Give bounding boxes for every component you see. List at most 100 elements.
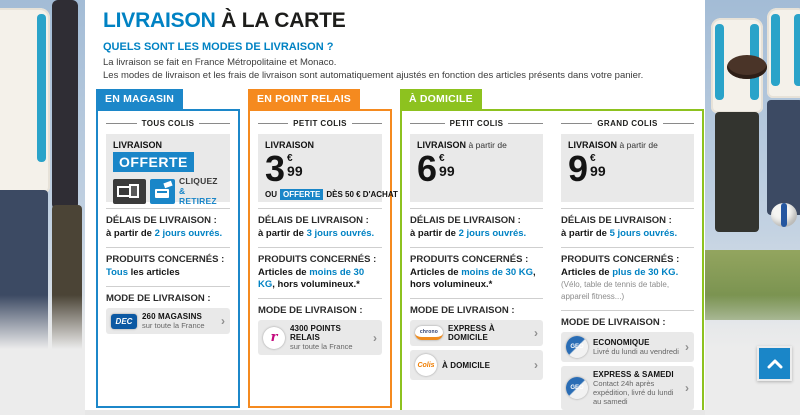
page-title-rest: À LA CARTE — [215, 9, 346, 32]
produits-value: Articles de plus de 30 KG. (Vélo, table … — [561, 267, 679, 301]
chevron-right-icon: › — [221, 314, 225, 328]
free-delivery-badge: OFFERTE — [280, 189, 324, 200]
produits-label: PRODUITS CONCERNÉS : — [106, 254, 225, 265]
card-subheader: PETIT COLIS — [410, 119, 543, 128]
card-petit-colis-relais: PETIT COLIS LIVRAISON 3 €99 OU OFFER — [250, 111, 398, 363]
mode-label: MODE DE LIVRAISON : — [410, 305, 515, 316]
produits-section: PRODUITS CONCERNÉS : Articles de moins d… — [410, 247, 543, 298]
delais-section: DÉLAIS DE LIVRAISON : à partir de 2 jour… — [106, 208, 230, 247]
price-label: LIVRAISON à partir de — [417, 140, 507, 150]
mode-row-text: EXPRESS À DOMICILE — [448, 324, 495, 342]
mode-section: MODE DE LIVRAISON : GEO ECONOMIQUE Livré… — [561, 310, 694, 415]
produits-value: Tous les articles — [106, 267, 180, 278]
chevron-up-icon — [767, 359, 782, 368]
price-label: LIVRAISON à partir de — [568, 140, 658, 150]
delais-value: à partir de 3 jours ouvrés. — [258, 228, 375, 239]
currency-symbol: € — [590, 153, 596, 164]
price-block: LIVRAISON 3 €99 OU OFFERTE DÈS 50 € D'AC… — [258, 134, 398, 202]
divider-line — [351, 123, 382, 124]
mode-row-text: 260 MAGASINS sur toute la France — [142, 312, 205, 330]
colissimo-logo: Colis — [415, 354, 437, 376]
background-photo-left — [0, 0, 85, 415]
card-subheader-label: PETIT COLIS — [293, 119, 347, 128]
photo-fade — [0, 295, 85, 415]
delais-value: à partir de 2 jours ouvrés. — [410, 228, 527, 239]
intro-line-2: Les modes de livraison et les frais de l… — [103, 69, 644, 81]
geodis-logo: GEO — [566, 336, 588, 358]
person-figure — [767, 8, 800, 98]
mode-label: MODE DE LIVRAISON : — [106, 293, 211, 304]
price: 3 €99 — [265, 148, 303, 189]
produits-label: PRODUITS CONCERNÉS : — [410, 254, 529, 265]
price-label: LIVRAISON — [113, 140, 163, 150]
card-subheader: TOUS COLIS — [106, 119, 230, 128]
click-and-collect-logo: CLIQUEZ & RETIREZ — [113, 176, 223, 206]
bottom-strip — [85, 410, 705, 415]
mode-row-text: À DOMICILE — [442, 360, 491, 370]
background-photo-right — [705, 0, 800, 415]
person-figure — [52, 0, 78, 210]
page-title-highlight: LIVRAISON — [103, 9, 216, 32]
produits-value: Articles de moins de 30 KG, hors volumin… — [410, 267, 536, 290]
delivery-mode-magasins[interactable]: DEC 260 MAGASINS sur toute la France › — [106, 308, 230, 334]
divider-line — [199, 123, 230, 124]
price-block: LIVRAISON à partir de 6 €99 — [410, 134, 543, 202]
chevron-right-icon: › — [534, 358, 538, 372]
delivery-groups: EN MAGASIN TOUS COLIS LIVRAISON OFFERTE — [96, 89, 704, 415]
mode-row-text: ECONOMIQUE Livré du lundi au vendredi — [593, 338, 679, 356]
group-a-domicile: À DOMICILE PETIT COLIS LIVRAISON à parti… — [400, 89, 704, 415]
card-subheader-label: PETIT COLIS — [449, 119, 504, 128]
delais-label: DÉLAIS DE LIVRAISON : — [410, 215, 521, 226]
tab-a-domicile: À DOMICILE — [400, 89, 482, 109]
currency-symbol: € — [287, 153, 293, 164]
intro-text: La livraison se fait en France Métropoli… — [103, 57, 643, 82]
click-collect-icon — [150, 178, 175, 204]
page-title: LIVRAISON À LA CARTE — [103, 9, 346, 33]
price: 6 €99 — [417, 148, 455, 189]
person-figure — [0, 8, 50, 193]
free-delivery-badge: OFFERTE — [113, 152, 194, 172]
tab-en-magasin: EN MAGASIN — [96, 89, 184, 109]
delais-section: DÉLAIS DE LIVRAISON : à partir de 3 jour… — [258, 208, 382, 247]
content-area: LIVRAISON À LA CARTE QUELS SONT LES MODE… — [85, 0, 705, 415]
mode-section: MODE DE LIVRAISON : r 4300 POINTS RELAIS… — [258, 298, 382, 359]
mode-label: MODE DE LIVRAISON : — [561, 317, 666, 328]
price-block: LIVRAISON OFFERTE CLIQUEZ & RETIREZ — [106, 134, 230, 206]
produits-label: PRODUITS CONCERNÉS : — [561, 254, 680, 265]
person-figure — [715, 112, 759, 232]
delais-section: DÉLAIS DE LIVRAISON : à partir de 2 jour… — [410, 208, 543, 247]
mode-section: MODE DE LIVRAISON : DEC 260 MAGASINS sur… — [106, 286, 230, 338]
mode-label: MODE DE LIVRAISON : — [258, 305, 363, 316]
chronopost-logo: chrono — [415, 326, 443, 340]
intro-line-1: La livraison se fait en France Métropoli… — [103, 57, 337, 68]
decathlon-logo: DEC — [111, 313, 137, 329]
relais-colis-logo: r — [263, 326, 285, 349]
delivery-mode-express-samedi[interactable]: GEO EXPRESS & SAMEDI Contact 24h après e… — [561, 366, 694, 410]
box-en-magasin: TOUS COLIS LIVRAISON OFFERTE CLIQUEZ — [96, 109, 240, 408]
screens-icon — [113, 178, 146, 204]
box-en-point-relais: PETIT COLIS LIVRAISON 3 €99 OU OFFER — [248, 109, 398, 408]
delivery-mode-domicile[interactable]: Colis À DOMICILE › — [410, 350, 543, 380]
mode-row-text: 4300 POINTS RELAIS sur toute la France — [290, 324, 353, 351]
plate-shape — [727, 55, 767, 79]
football-shape — [771, 203, 797, 227]
person-figure — [767, 100, 800, 215]
chevron-right-icon: › — [685, 381, 689, 395]
produits-value: Articles de moins de 30 KG, hors volumin… — [258, 267, 365, 290]
delais-value: à partir de 5 jours ouvrés. — [561, 228, 678, 239]
divider-line — [258, 123, 289, 124]
scroll-to-top-button[interactable] — [757, 346, 792, 381]
delais-label: DÉLAIS DE LIVRAISON : — [106, 215, 217, 226]
divider-line — [662, 123, 694, 124]
section-question: QUELS SONT LES MODES DE LIVRAISON ? — [103, 41, 334, 53]
card-tous-colis: TOUS COLIS LIVRAISON OFFERTE CLIQUEZ — [98, 111, 238, 342]
delais-label: DÉLAIS DE LIVRAISON : — [258, 215, 369, 226]
produits-label: PRODUITS CONCERNÉS : — [258, 254, 377, 265]
delivery-mode-economique[interactable]: GEO ECONOMIQUE Livré du lundi au vendred… — [561, 332, 694, 362]
delivery-mode-express-domicile[interactable]: chrono EXPRESS À DOMICILE › — [410, 320, 543, 346]
mode-row-text: EXPRESS & SAMEDI Contact 24h après expéd… — [593, 370, 674, 406]
delivery-mode-points-relais[interactable]: r 4300 POINTS RELAIS sur toute la France… — [258, 320, 382, 355]
delais-label: DÉLAIS DE LIVRAISON : — [561, 215, 672, 226]
produits-section: PRODUITS CONCERNÉS : Articles de moins d… — [258, 247, 382, 298]
